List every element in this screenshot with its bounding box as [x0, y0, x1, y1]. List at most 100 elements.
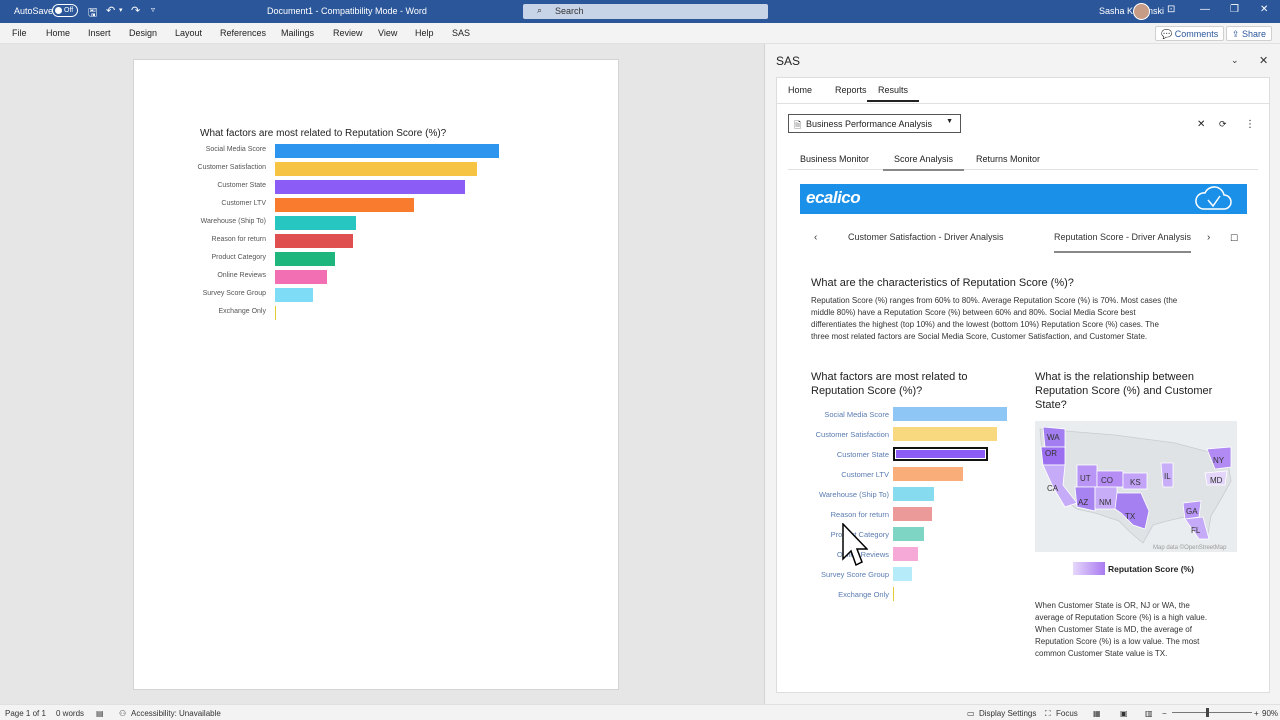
map-svg: WA OR CA UT CO KS AZ NM TX IL NY MD GA F… [1035, 421, 1237, 552]
menu-help[interactable]: Help [415, 28, 434, 38]
sas-chart-bar[interactable] [893, 407, 1007, 421]
menu-design[interactable]: Design [129, 28, 158, 38]
q3-title-line: State? [1035, 399, 1067, 411]
tab-score-analysis[interactable]: Score Analysis [883, 154, 965, 171]
sas-chart-row[interactable]: Exchange Only [807, 586, 1017, 604]
display-settings[interactable]: Display Settings [979, 709, 1037, 718]
sas-chart-row[interactable]: Customer LTV [807, 466, 1017, 484]
zoom-in-icon[interactable]: + [1254, 709, 1259, 718]
pane-title: SAS [776, 54, 801, 68]
chevron-right-icon[interactable]: › [1207, 232, 1211, 243]
refresh-icon[interactable]: ⟳ [1219, 119, 1227, 129]
pane-close-icon[interactable]: ✕ [1259, 55, 1269, 67]
page-nav: ‹ Customer Satisfaction - Driver Analysi… [800, 226, 1247, 253]
zoom-out-icon[interactable]: − [1162, 709, 1167, 718]
q1-line: differentiates the highest (top 10%) and… [811, 320, 1159, 329]
map-legend-swatch [1073, 562, 1105, 575]
zoom-level[interactable]: 90% [1262, 709, 1279, 718]
accessibility-icon[interactable]: ⚇ [119, 709, 127, 718]
menu-sas[interactable]: SAS [452, 28, 471, 38]
sas-chart-bar[interactable] [893, 487, 935, 501]
menu-file[interactable]: File [12, 28, 27, 38]
sas-chart-bar[interactable] [893, 547, 919, 561]
map-label-fl: FL [1191, 526, 1201, 535]
menu-layout[interactable]: Layout [175, 28, 203, 38]
sas-chart-bar[interactable] [893, 447, 988, 461]
zoom-slider[interactable] [1172, 712, 1252, 713]
undo-dropdown-icon[interactable]: ▾ [119, 7, 123, 14]
proofing-icon[interactable]: ▤ [96, 709, 104, 718]
report-dropdown[interactable]: 🗎 Business Performance Analysis ▼ [788, 114, 961, 133]
doc-chart-label: Product Category [211, 254, 266, 261]
sas-chart-label: Customer Satisfaction [815, 430, 889, 439]
page-reputation-score[interactable]: Reputation Score - Driver Analysis [1054, 232, 1192, 253]
doc-chart-row: Product Category [134, 250, 614, 266]
tab-reports[interactable]: Reports [835, 85, 867, 95]
sas-chart-row[interactable]: Social Media Score [807, 406, 1017, 424]
menu-insert[interactable]: Insert [88, 28, 111, 38]
map-label-wa: WA [1047, 433, 1060, 442]
sas-chart-row[interactable]: Warehouse (Ship To) [807, 486, 1017, 504]
q3-line: Reputation Score (%) is a low value. The… [1035, 637, 1200, 646]
save-icon[interactable]: 🖫 [88, 7, 98, 19]
sas-chart-bar[interactable] [893, 527, 924, 541]
map-attribution: Map data ©OpenStreetMap [1153, 544, 1227, 551]
autosave-toggle[interactable]: Off [52, 4, 78, 17]
tab-home[interactable]: Home [788, 85, 813, 95]
read-mode-icon[interactable]: ▦ [1093, 709, 1101, 718]
close-report-icon[interactable]: ✕ [1197, 119, 1206, 130]
avatar[interactable] [1133, 3, 1150, 20]
search-box[interactable]: ⌕ Search [523, 4, 768, 19]
share-button[interactable]: ⇪ Share [1226, 26, 1273, 41]
tab-returns-monitor[interactable]: Returns Monitor [976, 154, 1041, 164]
more-options-icon[interactable]: ⋮ [1245, 119, 1255, 130]
comments-button[interactable]: 💬 Comments [1155, 26, 1225, 41]
focus-mode[interactable]: Focus [1056, 709, 1078, 718]
document-area[interactable]: What factors are most related to Reputat… [0, 44, 764, 704]
restore-icon[interactable]: ❐ [1230, 4, 1239, 15]
tab-results[interactable]: Results [867, 85, 920, 102]
pane-content: Home Reports Results 🗎 Business Performa… [776, 77, 1270, 693]
word-count[interactable]: 0 words [56, 709, 85, 718]
doc-chart-label: Social Media Score [205, 146, 266, 153]
menu-home[interactable]: Home [46, 28, 71, 38]
sas-chart-row[interactable]: Online Reviews [807, 546, 1017, 564]
sas-chart-row[interactable]: Customer Satisfaction [807, 426, 1017, 444]
web-layout-icon[interactable]: ▥ [1145, 709, 1153, 718]
customize-toolbar-icon[interactable]: ▿ [151, 5, 156, 14]
menu-view[interactable]: View [378, 28, 398, 38]
menu-mailings[interactable]: Mailings [281, 28, 315, 38]
page-customer-satisfaction[interactable]: Customer Satisfaction - Driver Analysis [848, 232, 1004, 242]
page-list-icon[interactable]: ☐ [1230, 233, 1239, 243]
redo-icon[interactable]: ↷ [131, 5, 141, 17]
sas-chart-bar[interactable] [893, 587, 894, 601]
comments-label: Comments [1174, 29, 1219, 39]
minimize-icon[interactable]: — [1200, 4, 1210, 15]
ribbon-display-icon[interactable]: ⊡ [1167, 4, 1176, 15]
doc-chart-row: Survey Score Group [134, 286, 614, 302]
focus-icon[interactable]: ⛶ [1045, 709, 1051, 718]
doc-chart-label: Survey Score Group [202, 290, 266, 297]
tab-business-monitor[interactable]: Business Monitor [800, 154, 870, 164]
document-page[interactable]: What factors are most related to Reputat… [133, 59, 619, 690]
sas-chart-bar[interactable] [893, 427, 997, 441]
sas-chart-bar[interactable] [893, 567, 913, 581]
sas-chart-row[interactable]: Reason for return [807, 506, 1017, 524]
sas-chart-row[interactable]: Customer State [807, 446, 1017, 464]
menu-review[interactable]: Review [333, 28, 363, 38]
accessibility-status[interactable]: Accessibility: Unavailable [131, 709, 221, 718]
sas-chart-bar[interactable] [893, 507, 932, 521]
display-settings-icon[interactable]: ▭ [967, 709, 975, 718]
print-layout-icon[interactable]: ▣ [1120, 709, 1128, 718]
undo-icon[interactable]: ↶ [106, 5, 116, 17]
close-window-icon[interactable]: ✕ [1260, 4, 1269, 15]
page-count[interactable]: Page 1 of 1 [5, 709, 46, 718]
chevron-left-icon[interactable]: ‹ [814, 232, 818, 243]
zoom-slider-thumb[interactable] [1206, 708, 1209, 717]
sas-chart-bar[interactable] [893, 467, 963, 481]
menu-references[interactable]: References [220, 28, 267, 38]
sas-chart-row[interactable]: Survey Score Group [807, 566, 1017, 584]
us-state-map[interactable]: WA OR CA UT CO KS AZ NM TX IL NY MD GA F… [1035, 421, 1237, 552]
sas-chart-row[interactable]: Product Category [807, 526, 1017, 544]
pane-options-icon[interactable]: ⌄ [1231, 55, 1239, 65]
